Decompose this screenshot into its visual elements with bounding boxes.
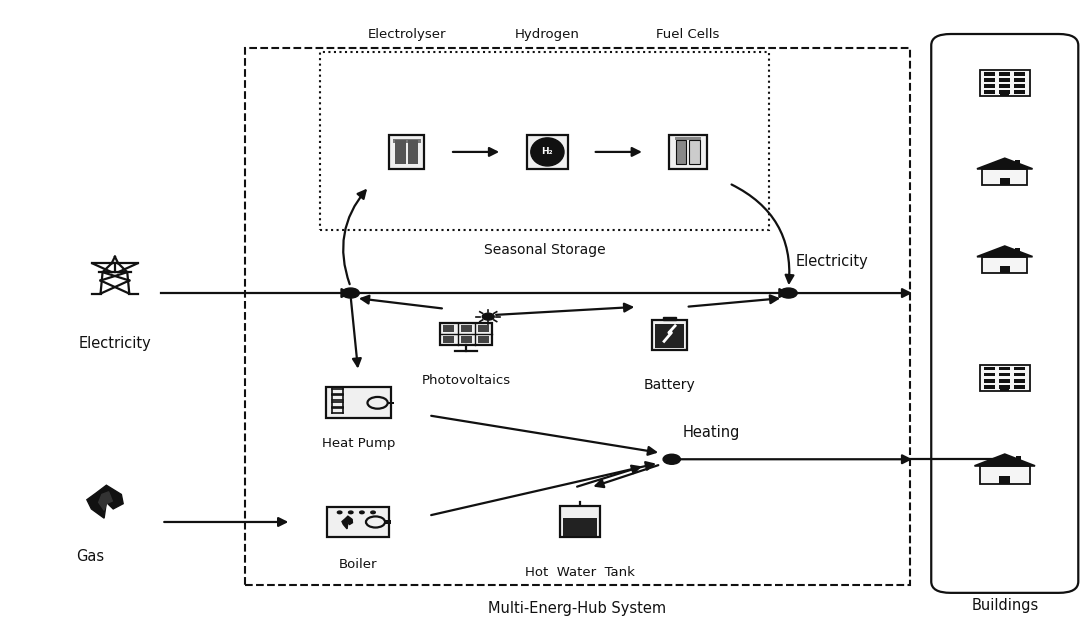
Bar <box>999 90 1010 94</box>
Bar <box>1015 84 1025 88</box>
Text: Multi-Energ-Hub System: Multi-Energ-Hub System <box>488 601 667 616</box>
Text: H₂: H₂ <box>542 147 553 156</box>
Text: Fuel Cells: Fuel Cells <box>656 28 720 40</box>
Bar <box>674 137 701 140</box>
Text: Photovoltaics: Photovoltaics <box>422 374 511 387</box>
Circle shape <box>349 511 353 513</box>
Bar <box>999 178 1009 185</box>
Bar <box>563 518 597 536</box>
Bar <box>440 323 492 345</box>
Bar <box>478 325 489 332</box>
Circle shape <box>360 511 364 513</box>
Bar <box>980 70 1030 96</box>
Bar <box>984 385 995 389</box>
Bar <box>1015 367 1025 370</box>
Bar <box>982 256 1028 273</box>
Bar <box>327 507 389 537</box>
Bar <box>1015 78 1025 82</box>
Bar <box>408 140 418 164</box>
Bar <box>984 379 995 383</box>
Bar <box>999 84 1010 88</box>
Bar <box>461 325 472 332</box>
Bar <box>984 373 995 376</box>
Bar <box>478 336 489 343</box>
Circle shape <box>482 313 494 320</box>
Bar <box>1015 248 1020 253</box>
Bar <box>461 336 472 343</box>
Bar <box>984 78 995 82</box>
Circle shape <box>779 288 797 298</box>
Bar <box>1001 387 1009 391</box>
Bar <box>1015 385 1025 389</box>
Text: Gas: Gas <box>76 549 104 564</box>
Bar <box>245 49 909 585</box>
Circle shape <box>663 454 681 464</box>
Text: Buildings: Buildings <box>971 598 1038 613</box>
Text: Electrolyser: Electrolyser <box>367 28 447 40</box>
Bar <box>669 135 707 169</box>
Polygon shape <box>87 485 124 518</box>
Bar <box>982 169 1028 185</box>
Bar <box>1015 379 1025 383</box>
Bar <box>568 505 592 507</box>
Bar <box>388 401 395 404</box>
Text: Heat Pump: Heat Pump <box>322 437 395 450</box>
Bar <box>663 317 676 320</box>
Bar <box>675 140 686 164</box>
Bar <box>999 379 1010 383</box>
Bar <box>999 72 1010 76</box>
Circle shape <box>371 511 375 513</box>
Text: Hot  Water  Tank: Hot Water Tank <box>525 566 635 579</box>
Text: Electricity: Electricity <box>78 336 152 351</box>
Bar <box>999 476 1010 484</box>
Bar <box>1015 373 1025 376</box>
Text: Hydrogen: Hydrogen <box>515 28 580 40</box>
Bar <box>984 90 995 94</box>
Bar <box>392 139 421 144</box>
Bar <box>999 373 1010 376</box>
Text: Boiler: Boiler <box>339 558 377 571</box>
Bar <box>980 466 1030 484</box>
Bar <box>984 367 995 370</box>
Polygon shape <box>977 246 1033 256</box>
Text: Heating: Heating <box>683 425 740 440</box>
Text: Seasonal Storage: Seasonal Storage <box>483 243 606 258</box>
Bar <box>999 385 1010 389</box>
Text: Electricity: Electricity <box>796 255 869 269</box>
Bar <box>385 520 390 524</box>
Circle shape <box>341 288 359 298</box>
Bar <box>1016 456 1021 461</box>
Bar <box>1015 90 1025 94</box>
Polygon shape <box>975 454 1035 466</box>
Bar <box>999 266 1009 273</box>
Bar <box>980 365 1030 391</box>
Bar <box>396 140 405 164</box>
Bar <box>999 367 1010 370</box>
Circle shape <box>337 511 341 513</box>
Bar <box>1001 93 1009 96</box>
Bar <box>653 320 687 350</box>
Bar <box>984 84 995 88</box>
Polygon shape <box>977 158 1033 169</box>
Bar <box>326 387 390 418</box>
Bar <box>999 78 1010 82</box>
Ellipse shape <box>531 138 564 166</box>
Bar <box>389 135 424 169</box>
Polygon shape <box>341 516 352 529</box>
Bar <box>984 72 995 76</box>
Bar <box>559 507 601 537</box>
Bar <box>1015 72 1025 76</box>
Bar <box>656 324 684 348</box>
Bar <box>443 336 454 343</box>
Bar <box>1015 160 1020 164</box>
Bar <box>527 135 568 169</box>
Bar <box>321 52 769 231</box>
Bar <box>689 140 700 164</box>
Polygon shape <box>99 492 113 510</box>
Text: Battery: Battery <box>644 378 696 392</box>
Bar <box>443 325 454 332</box>
